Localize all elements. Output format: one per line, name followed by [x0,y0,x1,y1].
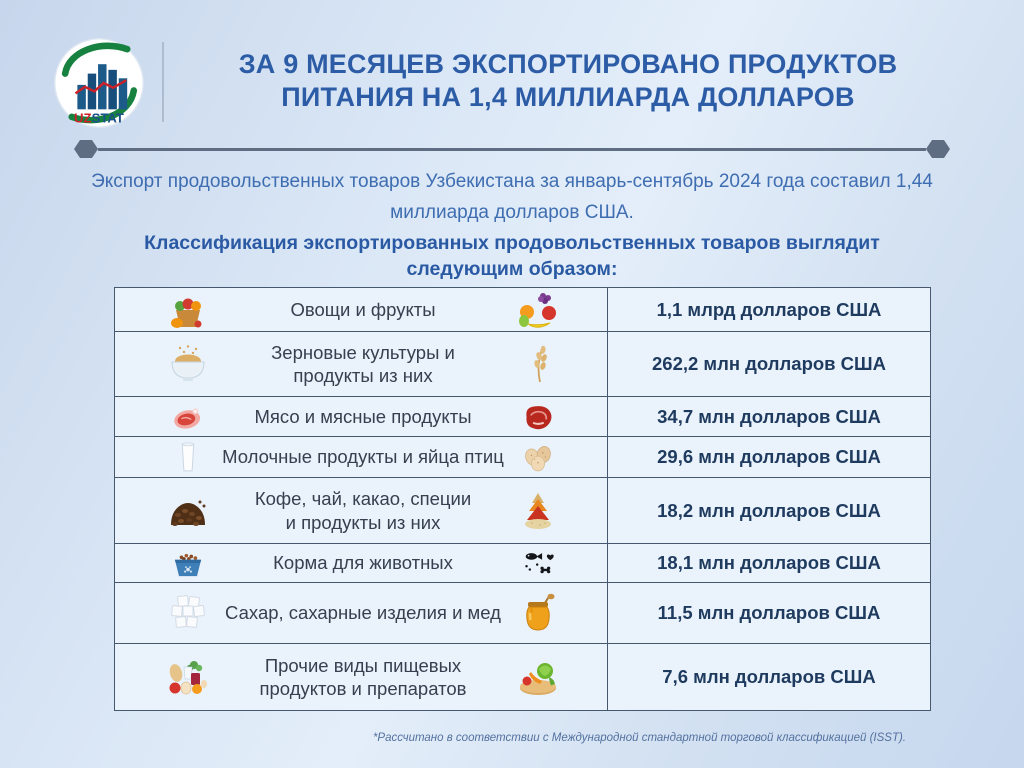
grain-bowl-icon [165,344,211,384]
table-row: Зерновые культуры и продукты из них 262,… [115,332,930,397]
value-label: 34,7 млн долларов США [657,405,881,427]
category-cell: Мясо и мясные продукты [115,397,608,436]
coffee-beans-icon [165,491,211,531]
value-cell: 1,1 млрд долларов США [608,288,930,331]
divider-endcap-left [74,140,98,158]
meat-cut-icon [515,397,561,437]
divider-endcap-right [926,140,950,158]
uzstat-logo: UZSTAT [52,36,146,130]
value-label: 11,5 млн долларов США [657,602,881,623]
value-label: 18,1 млн долларов США [657,552,881,573]
intro-text: Экспорт продовольственных товаров Узбеки… [91,171,933,223]
honey-jar-icon [515,593,561,633]
table-row: Мясо и мясные продукты 34,7 млн долларов… [115,397,930,437]
category-cell: Кофе, чай, какао, специи и продукты из н… [115,478,608,543]
wheat-stalk-icon [515,344,561,384]
category-cell: Корма для животных [115,544,608,582]
category-cell: Молочные продукты и яйца птиц [115,437,608,477]
table-row: Корма для животных 18,1 млн долларов США [115,544,930,583]
value-label: 18,2 млн долларов США [657,499,881,521]
spices-icon [515,491,561,531]
table-row: Овощи и фрукты 1,1 млрд долларов США [115,288,930,332]
value-cell: 7,6 млн долларов США [608,644,930,710]
exports-table: Овощи и фрукты 1,1 млрд долларов США Зер… [114,287,931,711]
value-cell: 11,5 млн долларов США [608,583,930,643]
table-row: Молочные продукты и яйца птиц 29,6 млн д… [115,437,930,478]
eggs-icon [515,437,561,477]
category-label: Молочные продукты и яйца птиц [222,446,504,468]
milk-glass-icon [165,437,211,477]
value-label: 1,1 млрд долларов США [656,298,882,320]
header-separator [162,42,164,122]
header: UZSTAT ЗА 9 МЕСЯЦЕВ ЭКСПОРТИРОВАНО ПРОДУ… [52,36,972,130]
vegetables-board-icon [515,657,561,697]
assorted-foods-icon [165,657,211,697]
uzstat-logo-icon: UZSTAT [54,38,144,128]
category-cell: Прочие виды пищевых продуктов и препарат… [115,644,608,710]
fruits-icon [515,290,561,330]
page-title: ЗА 9 МЕСЯЦЕВ ЭКСПОРТИРОВАНО ПРОДУКТОВ ПИ… [238,49,898,113]
category-label: Сахар, сахарные изделия и мед [225,602,501,624]
footnote: *Рассчитано в соответствии с Международн… [372,732,906,744]
category-cell: Овощи и фрукты [115,288,608,331]
category-cell: Сахар, сахарные изделия и мед [115,583,608,643]
table-heading: Классификация экспортированных продоволь… [144,232,880,280]
table-row: Прочие виды пищевых продуктов и препарат… [115,644,930,710]
steak-icon [165,397,211,437]
category-label: Прочие виды пищевых продуктов и препарат… [259,654,467,699]
category-cell: Зерновые культуры и продукты из них [115,332,608,396]
pet-food-bowl-icon [165,543,211,583]
table-row: Сахар, сахарные изделия и мед 11,5 млн д… [115,583,930,644]
category-label: Овощи и фрукты [290,298,436,320]
svg-text:UZSTAT: UZSTAT [74,110,124,125]
value-label: 29,6 млн долларов США [657,446,881,467]
value-label: 262,2 млн долларов США [652,353,886,374]
category-label: Кофе, чай, какао, специи и продукты из н… [254,488,472,533]
value-cell: 34,7 млн долларов США [608,397,930,436]
pet-food-bits-icon [515,543,561,583]
value-label: 7,6 млн долларов США [662,666,876,687]
category-label: Корма для животных [273,552,453,574]
value-cell: 18,1 млн долларов США [608,544,930,582]
value-cell: 18,2 млн долларов США [608,478,930,543]
category-label: Мясо и мясные продукты [254,405,472,427]
sugar-cubes-icon [165,593,211,633]
produce-basket-icon [165,290,211,330]
table-row: Кофе, чай, какао, специи и продукты из н… [115,478,930,544]
value-cell: 262,2 млн долларов США [608,332,930,396]
value-cell: 29,6 млн долларов США [608,437,930,477]
divider-line [98,147,926,151]
section-divider [74,139,950,159]
category-label: Зерновые культуры и продукты из них [271,341,455,386]
